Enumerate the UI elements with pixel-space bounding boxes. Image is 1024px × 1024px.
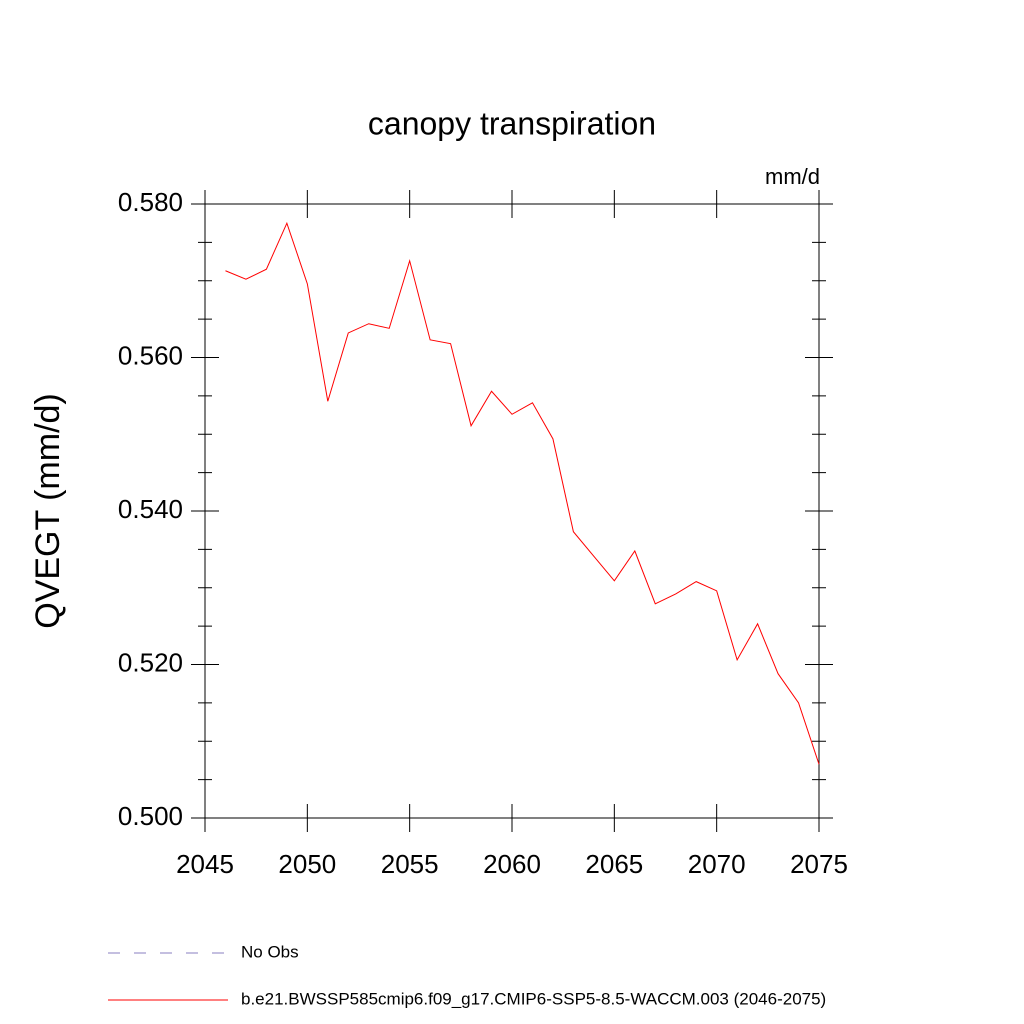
x-tick-label: 2070 bbox=[688, 849, 746, 879]
y-tick-label: 0.560 bbox=[118, 340, 183, 370]
y-tick-label: 0.580 bbox=[118, 187, 183, 217]
legend-label: b.e21.BWSSP585cmip6.f09_g17.CMIP6-SSP5-8… bbox=[241, 989, 826, 1008]
y-tick-label: 0.520 bbox=[118, 647, 183, 677]
x-tick-label: 2065 bbox=[585, 849, 643, 879]
y-axis-label: QVEGT (mm/d) bbox=[29, 393, 67, 629]
x-tick-label: 2055 bbox=[381, 849, 439, 879]
y-tick-label: 0.540 bbox=[118, 494, 183, 524]
x-tick-label: 2045 bbox=[176, 849, 234, 879]
plot-frame bbox=[204, 203, 820, 819]
x-tick-label: 2060 bbox=[483, 849, 541, 879]
x-tick-label: 2075 bbox=[790, 849, 848, 879]
chart-title: canopy transpiration bbox=[368, 105, 656, 141]
data-line bbox=[225, 221, 820, 765]
y-tick-label: 0.500 bbox=[118, 801, 183, 831]
x-tick-label: 2050 bbox=[278, 849, 336, 879]
units-label: mm/d bbox=[765, 164, 820, 189]
legend-label: No Obs bbox=[241, 942, 299, 961]
